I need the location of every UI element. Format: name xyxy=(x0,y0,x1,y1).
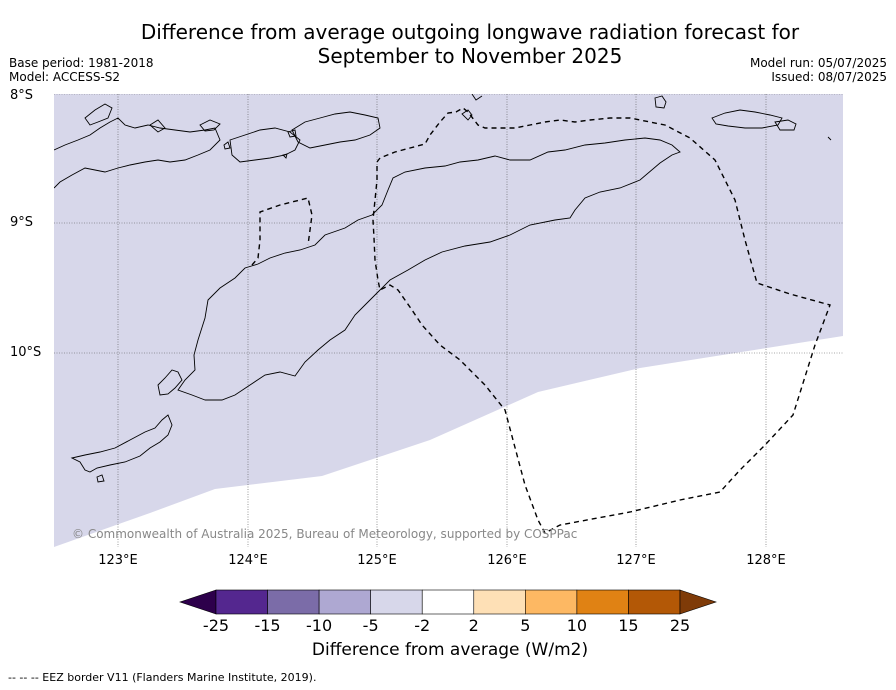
islet-3 xyxy=(223,141,231,150)
lon-label-126e: 126°E xyxy=(487,553,527,568)
model-name: Model: ACCESS-S2 xyxy=(9,70,121,84)
small-islands-north xyxy=(84,103,221,133)
copyright-notice: © Commonwealth of Australia 2025, Bureau… xyxy=(72,527,578,541)
footer-note: -- -- -- EEZ border V11 (Flanders Marine… xyxy=(8,671,317,684)
title-line-2: September to November 2025 xyxy=(317,44,623,68)
semau-island xyxy=(157,369,183,396)
colorbar-tick-label: 10 xyxy=(566,616,588,635)
anomaly-region xyxy=(54,94,843,547)
colorbar-tick-label: 15 xyxy=(618,616,639,635)
colorbar-cell xyxy=(318,589,371,615)
islet-2 xyxy=(287,129,297,138)
lon-label-125e: 125°E xyxy=(357,553,397,568)
colorbar-tick-label: -15 xyxy=(254,616,281,635)
meta-left: Base period: 1981-2018 Model: ACCESS-S2 xyxy=(9,56,154,84)
map-area xyxy=(54,94,843,547)
lon-label-124e: 124°E xyxy=(228,553,268,568)
colorbar-tick-label: 5 xyxy=(520,616,531,635)
colorbar-cell xyxy=(576,589,629,615)
colorbar-tick-label: -25 xyxy=(202,616,230,635)
timor-coastline xyxy=(177,137,681,401)
colorbar-max-arrow xyxy=(679,589,717,615)
rote-island xyxy=(70,414,173,473)
atauro-island xyxy=(461,109,473,121)
coastlines xyxy=(54,94,832,483)
islet-4 xyxy=(282,153,288,159)
colorbar xyxy=(179,589,717,615)
chart-title: Difference from average outgoing longwav… xyxy=(110,20,830,68)
eez-border-west xyxy=(251,197,313,266)
base-period: Base period: 1981-2018 xyxy=(9,56,154,70)
colorbar-cell xyxy=(370,589,423,615)
colorbar-min-arrow xyxy=(179,589,217,615)
lon-label-123e: 123°E xyxy=(98,553,138,568)
colorbar-tick-label: 25 xyxy=(669,616,691,635)
colorbar-cell xyxy=(628,589,681,615)
islet-1 xyxy=(96,474,105,483)
colorbar-tick-label: -5 xyxy=(362,616,379,635)
leti-island xyxy=(654,95,667,109)
meta-right: Model run: 05/07/2025 Issued: 08/07/2025 xyxy=(750,56,887,84)
lat-label-10s: 10°S xyxy=(10,345,42,360)
colorbar-title: Difference from average (W/m2) xyxy=(311,640,589,660)
issued-date: Issued: 08/07/2025 xyxy=(771,70,887,84)
lat-label-9s: 9°S xyxy=(10,215,34,230)
colorbar-tick-label: -2 xyxy=(414,616,431,635)
colorbar-cell xyxy=(473,589,526,615)
colorbar-tick-label: 2 xyxy=(468,616,479,635)
lakor-island xyxy=(774,119,797,131)
colorbar-tick-label: -10 xyxy=(306,616,333,635)
colorbar-cells xyxy=(215,589,681,615)
wetar-coastline xyxy=(291,111,381,149)
islet-top xyxy=(471,94,483,101)
flores-coastline xyxy=(54,117,221,189)
colorbar-cell xyxy=(215,589,268,615)
colorbar-cell xyxy=(267,589,320,615)
islet-right xyxy=(827,136,832,141)
model-run: Model run: 05/07/2025 xyxy=(749,56,887,70)
eez-border xyxy=(372,107,831,534)
colorbar-cell xyxy=(525,589,578,615)
alor-coastline xyxy=(229,127,301,163)
lat-label-8s: 8°S xyxy=(10,88,34,103)
colorbar-cell xyxy=(421,589,475,615)
lon-label-128e: 128°E xyxy=(746,553,786,568)
lon-label-127e: 127°E xyxy=(616,553,656,568)
title-line-1: Difference from average outgoing longwav… xyxy=(140,20,800,44)
